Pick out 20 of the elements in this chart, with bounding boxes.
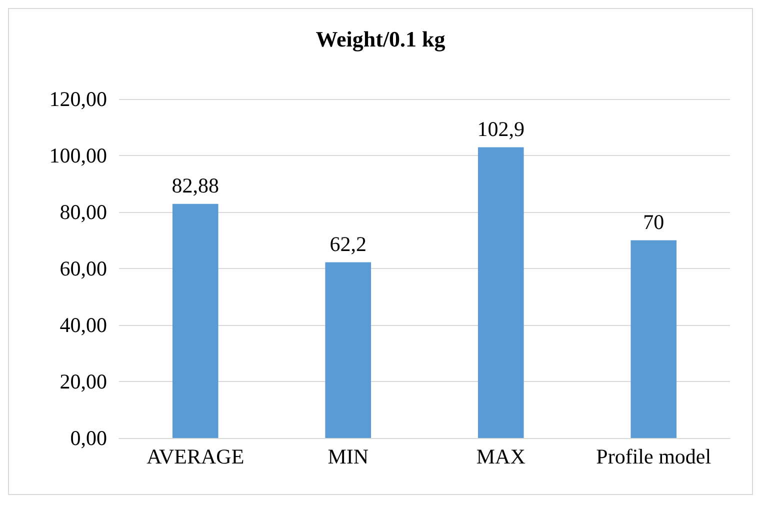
- y-tick-label: 20,00: [60, 370, 107, 394]
- y-tick-label: 60,00: [60, 256, 107, 280]
- data-label: 82,88: [172, 173, 219, 198]
- data-label: 70: [643, 210, 664, 234]
- bar: [478, 147, 524, 438]
- x-tick-label: Profile model: [596, 444, 712, 468]
- bar: [172, 204, 218, 438]
- y-tick-label: 40,00: [60, 313, 107, 337]
- y-tick-label: 120,00: [49, 87, 107, 111]
- y-tick-label: 0,00: [70, 426, 107, 450]
- y-tick-label: 80,00: [60, 200, 107, 224]
- data-label: 102,9: [477, 116, 524, 141]
- bar: [325, 262, 372, 438]
- bar: [630, 240, 677, 438]
- y-tick-label: 100,00: [49, 144, 107, 168]
- chart-title: Weight/0.1 kg: [316, 26, 446, 52]
- data-label: 62,2: [330, 232, 366, 256]
- x-tick-label: AVERAGE: [146, 444, 244, 468]
- x-tick-label: MIN: [328, 444, 369, 468]
- x-tick-label: MAX: [476, 444, 526, 468]
